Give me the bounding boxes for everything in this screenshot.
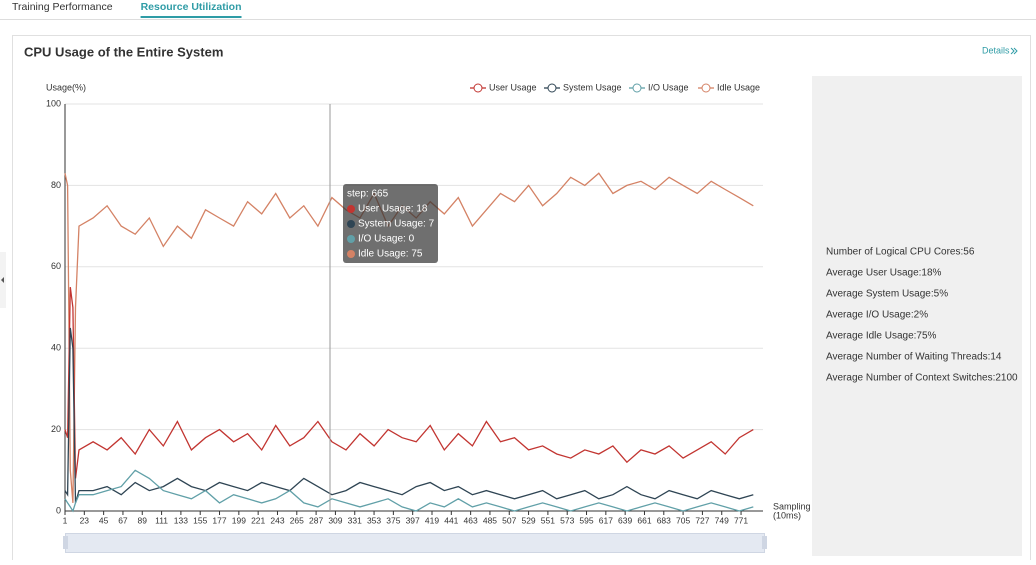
x-tick-label: 661: [637, 515, 651, 525]
tooltip-dot: [347, 205, 355, 213]
legend-label[interactable]: I/O Usage: [648, 82, 689, 92]
x-tick-label: 683: [657, 515, 671, 525]
x-tick-label: 155: [193, 515, 207, 525]
stat-text: Average User Usage:18%: [826, 268, 942, 279]
y-tick-label: 100: [46, 98, 61, 108]
zoom-handle[interactable]: [63, 536, 68, 549]
y-tick-label: 80: [51, 180, 61, 190]
x-tick-label: 419: [425, 515, 439, 525]
x-tick-label: 1: [63, 515, 68, 525]
tab[interactable]: Resource Utilization: [141, 1, 242, 13]
stat-text: Number of Logical CPU Cores:56: [826, 247, 975, 258]
legend-icon: [473, 83, 483, 93]
x-tick-label: 309: [328, 515, 342, 525]
tooltip-box: [343, 184, 438, 263]
tooltip-dot: [347, 220, 355, 228]
x-tick-label: 243: [270, 515, 284, 525]
tooltip-title: step: 665: [347, 189, 389, 200]
x-tick-label: 771: [734, 515, 748, 525]
x-tick-label: 551: [541, 515, 555, 525]
series-line: [64, 469, 754, 513]
tooltip-dot: [347, 250, 355, 258]
tab-underline: [140, 16, 242, 18]
legend-icon: [547, 83, 557, 93]
x-tick-label: 463: [464, 515, 478, 525]
x-tick-label: 67: [118, 515, 128, 525]
legend-icon: [632, 83, 642, 93]
x-axis-title: (10ms): [773, 510, 801, 520]
x-tick-label: 353: [367, 515, 381, 525]
legend-label[interactable]: Idle Usage: [717, 82, 760, 92]
x-tick-label: 265: [290, 515, 304, 525]
x-tick-label: 199: [232, 515, 246, 525]
tab[interactable]: Training Performance: [12, 1, 113, 13]
tooltip-dot: [347, 235, 355, 243]
series-line: [64, 287, 754, 479]
x-tick-label: 485: [483, 515, 497, 525]
x-tick-label: 507: [502, 515, 516, 525]
x-tick-label: 23: [80, 515, 90, 525]
x-tick-label: 705: [676, 515, 690, 525]
stat-text: Average System Usage:5%: [826, 289, 948, 300]
x-tick-label: 177: [212, 515, 226, 525]
x-tick-label: 749: [715, 515, 729, 525]
x-tick-label: 89: [138, 515, 148, 525]
tooltip-line: User Usage: 18: [358, 204, 428, 215]
tooltip-line: I/O Usage: 0: [358, 234, 415, 245]
stat-text: Average I/O Usage:2%: [826, 310, 928, 321]
x-tick-label: 727: [695, 515, 709, 525]
zoom-handle[interactable]: [762, 536, 767, 549]
y-tick-label: 60: [51, 261, 61, 271]
x-tick-label: 441: [444, 515, 458, 525]
x-tick-label: 397: [406, 515, 420, 525]
y-axis-title: Usage(%): [46, 82, 86, 92]
x-tick-label: 639: [618, 515, 632, 525]
x-tick-label: 221: [251, 515, 265, 525]
stat-text: Average Number of Context Switches:2100: [826, 373, 1018, 384]
x-tick-label: 573: [560, 515, 574, 525]
stat-text: Average Idle Usage:75%: [826, 331, 937, 342]
legend-label[interactable]: User Usage: [489, 82, 537, 92]
y-tick-label: 40: [51, 343, 61, 353]
x-tick-label: 111: [155, 515, 168, 525]
legend-label[interactable]: System Usage: [563, 82, 622, 92]
x-tick-label: 617: [599, 515, 613, 525]
zoom-slider[interactable]: [65, 533, 765, 553]
x-tick-label: 375: [386, 515, 400, 525]
x-tick-label: 45: [99, 515, 109, 525]
x-axis-title: Sampling: [773, 501, 811, 511]
card-title: CPU Usage of the Entire System: [24, 44, 223, 59]
series-line: [64, 327, 754, 504]
details-link[interactable]: Details: [982, 45, 1010, 55]
tooltip-line: System Usage: 7: [358, 219, 435, 230]
side-arrow: [1, 277, 4, 283]
tooltip-line: Idle Usage: 75: [358, 249, 423, 260]
stat-text: Average Number of Waiting Threads:14: [826, 352, 1002, 363]
y-tick-label: 20: [51, 424, 61, 434]
stats-panel: [812, 76, 1022, 556]
x-tick-label: 133: [174, 515, 188, 525]
x-tick-label: 529: [521, 515, 535, 525]
legend-icon: [701, 83, 711, 93]
details-icon: [1010, 47, 1018, 55]
x-tick-label: 595: [579, 515, 593, 525]
y-tick-label: 0: [56, 505, 61, 515]
x-tick-label: 331: [348, 515, 362, 525]
x-tick-label: 287: [309, 515, 323, 525]
